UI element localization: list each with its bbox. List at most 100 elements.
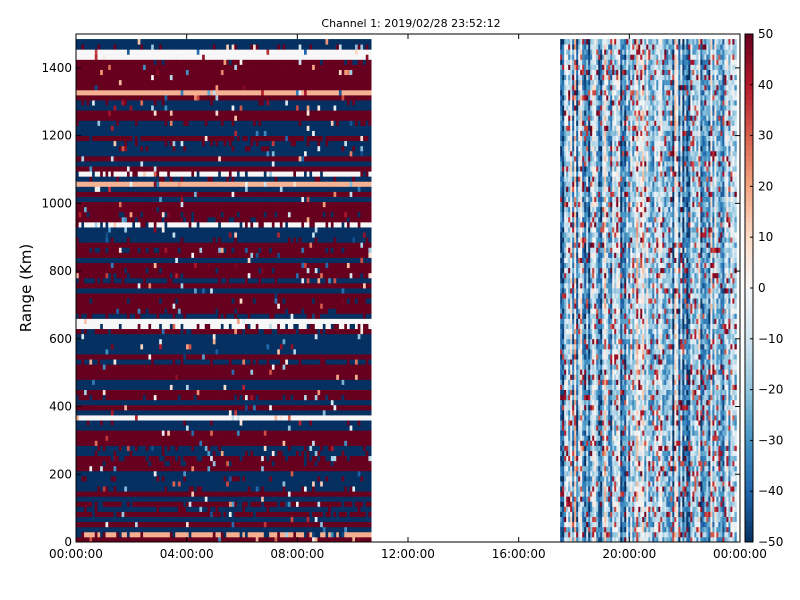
heatmap-cell <box>287 460 292 467</box>
heatmap-cell <box>175 475 179 482</box>
heatmap-cell <box>167 369 171 375</box>
heatmap-cell <box>210 435 214 441</box>
heatmap-cell <box>285 348 289 355</box>
heatmap-cell <box>304 313 308 319</box>
heatmap-cell <box>92 460 96 467</box>
heatmap-cell <box>346 343 351 350</box>
heatmap-cell <box>341 435 345 441</box>
heatmap-cell <box>81 404 85 411</box>
heatmap-cell <box>199 374 203 380</box>
heatmap-cell <box>145 328 149 335</box>
heatmap-cell <box>231 348 235 355</box>
heatmap-cell <box>191 455 195 462</box>
heatmap-cell <box>253 445 257 451</box>
heatmap-cell <box>153 308 157 314</box>
heatmap-cell <box>186 521 190 528</box>
heatmap-cell <box>363 450 367 457</box>
heatmap-cell <box>333 481 337 487</box>
heatmap-cell <box>231 409 235 416</box>
heatmap-cell <box>145 465 149 472</box>
heatmap-cell <box>132 364 136 370</box>
heatmap-cell <box>228 435 232 441</box>
heatmap-cell <box>118 465 123 472</box>
heatmap-cell <box>336 496 340 502</box>
heatmap-cell <box>132 460 136 467</box>
heatmap-cell <box>282 348 286 355</box>
heatmap-cell <box>121 379 125 385</box>
heatmap-cell <box>312 435 316 441</box>
heatmap-cell <box>84 455 88 462</box>
heatmap-cell <box>355 399 359 406</box>
heatmap-cell <box>317 440 321 446</box>
heatmap-cell <box>285 491 289 497</box>
heatmap-cell <box>355 531 359 538</box>
heatmap-cell <box>102 435 106 441</box>
heatmap-cell <box>349 526 353 533</box>
heatmap-cell <box>285 359 289 365</box>
heatmap-cell <box>132 445 136 451</box>
heatmap-cell <box>207 333 211 340</box>
heatmap-cell <box>140 338 144 345</box>
heatmap-cell <box>102 491 106 497</box>
heatmap-cell <box>143 328 147 335</box>
heatmap-cell <box>94 389 98 396</box>
heatmap-cell <box>325 475 329 482</box>
heatmap-cell <box>172 348 176 355</box>
heatmap-cell <box>223 450 227 457</box>
heatmap-cell <box>352 511 356 517</box>
heatmap-cell <box>86 354 90 360</box>
heatmap-cell <box>239 348 243 355</box>
heatmap-cell <box>234 506 238 512</box>
heatmap-cell <box>325 404 329 411</box>
heatmap-cell <box>97 526 101 533</box>
heatmap-cell <box>320 369 324 375</box>
heatmap-cell <box>357 348 361 355</box>
heatmap-cell <box>161 516 165 523</box>
heatmap-cell <box>304 318 308 324</box>
heatmap-cell <box>298 491 302 497</box>
heatmap-cell <box>368 455 372 462</box>
heatmap-cell <box>304 470 308 477</box>
heatmap-cell <box>309 526 313 533</box>
heatmap-cell <box>194 394 198 401</box>
heatmap-cell <box>151 531 155 538</box>
heatmap-cell <box>355 536 359 543</box>
heatmap-cell <box>196 389 200 396</box>
heatmap-cell <box>242 450 246 457</box>
heatmap-cell <box>349 369 353 375</box>
heatmap-cell <box>140 521 144 528</box>
heatmap-cell <box>159 470 163 477</box>
heatmap-cell <box>140 526 144 533</box>
heatmap-cell <box>255 460 259 467</box>
heatmap-cell <box>317 333 321 340</box>
heatmap-cell <box>363 445 367 451</box>
heatmap-cell <box>212 475 216 482</box>
heatmap-cell <box>183 323 187 330</box>
heatmap-cell <box>355 409 359 416</box>
heatmap-cell <box>191 521 195 528</box>
heatmap-cell <box>247 399 251 406</box>
heatmap-cell <box>86 328 90 335</box>
heatmap-cell <box>239 328 243 335</box>
heatmap-cell <box>164 491 168 497</box>
heatmap-cell <box>204 394 208 401</box>
heatmap-cell <box>320 343 324 350</box>
heatmap-cell <box>320 531 324 538</box>
heatmap-cell <box>282 491 286 497</box>
heatmap-cell <box>210 445 214 451</box>
heatmap-cell <box>236 440 241 446</box>
heatmap-cell <box>188 465 192 472</box>
heatmap-cell <box>293 328 297 335</box>
heatmap-cell <box>336 394 340 401</box>
heatmap-cell <box>338 521 342 528</box>
heatmap-cell <box>145 516 149 523</box>
heatmap-cell <box>271 526 275 533</box>
heatmap-cell <box>309 359 313 365</box>
heatmap-cell <box>309 333 313 340</box>
heatmap-cell <box>285 425 289 431</box>
heatmap-cell <box>89 445 93 451</box>
heatmap-cell <box>218 516 222 523</box>
heatmap-cell <box>349 470 353 477</box>
heatmap-cell <box>212 455 216 462</box>
heatmap-cell <box>365 491 369 497</box>
